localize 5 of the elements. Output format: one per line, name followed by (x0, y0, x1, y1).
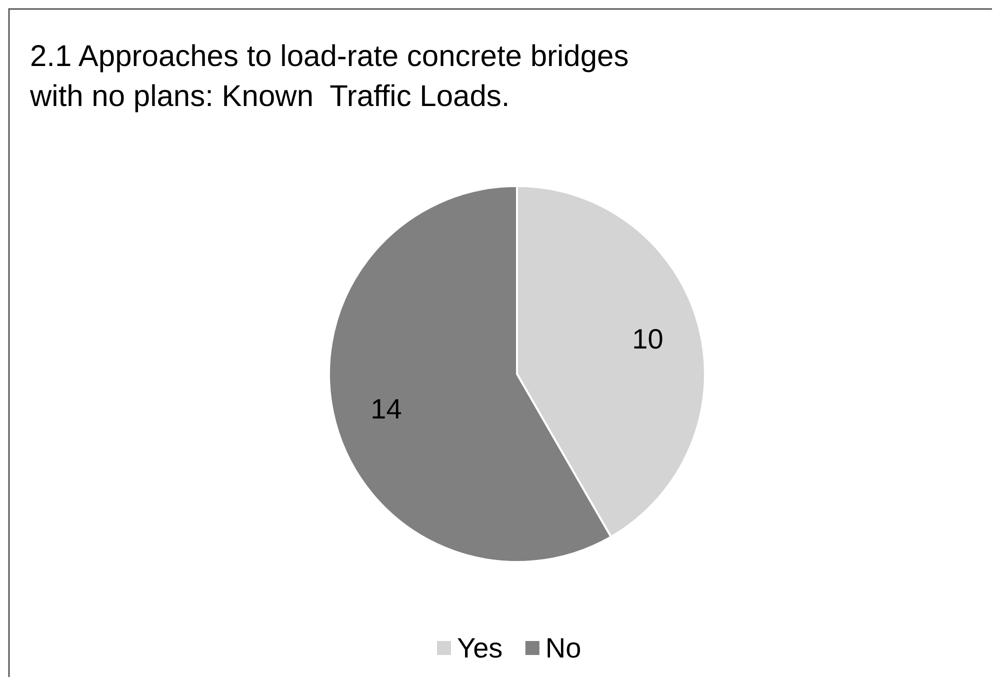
legend-label: Yes (457, 632, 503, 664)
data-label: 10 (632, 323, 664, 354)
legend-label: No (545, 632, 582, 664)
data-label: 14 (370, 394, 402, 425)
chart-title: 2.1 Approaches to load-rate concrete bridges with no plans: Known Traffic Loads. (29, 40, 629, 113)
